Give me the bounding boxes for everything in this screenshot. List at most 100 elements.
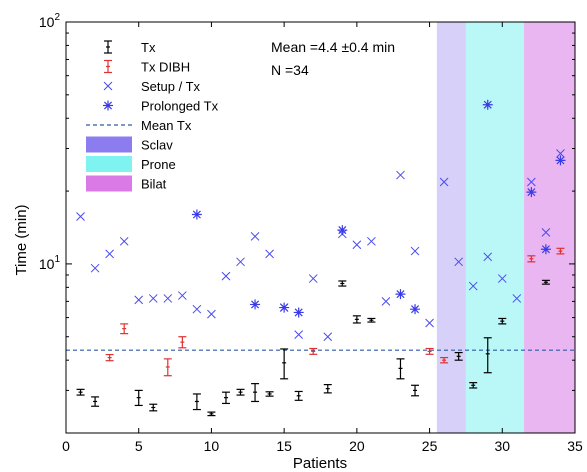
tx-point bbox=[411, 384, 420, 397]
region-bilat bbox=[524, 22, 575, 433]
setup-tx-point bbox=[192, 304, 202, 314]
prolonged-tx-point bbox=[279, 302, 290, 313]
setup-tx-point bbox=[163, 294, 173, 303]
prolonged-tx-point bbox=[337, 225, 348, 236]
setup-tx-point bbox=[221, 271, 231, 281]
legend-label: Setup / Tx bbox=[141, 79, 201, 94]
prolonged-tx-point bbox=[410, 304, 421, 315]
tx-point bbox=[76, 388, 85, 396]
setup-tx-point bbox=[308, 274, 318, 283]
tx-point bbox=[280, 348, 289, 380]
prolonged-tx-point bbox=[526, 187, 537, 198]
x-tick-label: 35 bbox=[567, 438, 583, 454]
tx-point bbox=[149, 403, 158, 412]
legend: Tx Tx DIBH Setup / Tx Prolonged Tx Mean Tx Sc… bbox=[86, 40, 219, 192]
x-tick-label: 10 bbox=[204, 438, 220, 454]
tx-point bbox=[207, 411, 216, 417]
legend-label: Tx DIBH bbox=[141, 60, 190, 75]
setup-tx-point bbox=[468, 281, 478, 291]
tx-point bbox=[236, 388, 245, 396]
legend-item-setup-tx: Setup / Tx bbox=[103, 79, 201, 94]
setup-tx-point bbox=[323, 332, 333, 342]
legend-label: Sclav bbox=[141, 138, 173, 153]
prolonged-tx-point bbox=[540, 244, 551, 255]
setup-tx-point bbox=[105, 249, 114, 259]
legend-item-prolonged-tx: Prolonged Tx bbox=[103, 99, 219, 114]
setup-tx-point bbox=[541, 228, 551, 237]
setup-tx-point bbox=[425, 318, 434, 328]
y-tick-label: 102 bbox=[39, 12, 61, 30]
tx-point bbox=[265, 391, 274, 397]
setup-tx-point bbox=[381, 297, 391, 306]
legend-label: Prolonged Tx bbox=[141, 99, 219, 114]
tx-dibh-point bbox=[309, 347, 318, 355]
tx-dibh-point bbox=[527, 255, 536, 263]
legend-label: Mean Tx bbox=[141, 118, 192, 133]
x-tick-label: 30 bbox=[494, 438, 510, 454]
x-tick-label: 0 bbox=[62, 438, 70, 454]
tx-point bbox=[498, 317, 507, 325]
legend-item-tx: Tx bbox=[104, 40, 156, 55]
setup-tx-point bbox=[512, 294, 522, 303]
y-axis-title: Time (min) bbox=[13, 204, 30, 275]
tx-dibh-point bbox=[556, 247, 565, 255]
prolonged-tx-point bbox=[555, 155, 566, 166]
x-tick-label: 15 bbox=[276, 438, 292, 454]
setup-tx-point bbox=[454, 257, 464, 267]
tx-dibh-point bbox=[120, 323, 129, 335]
setup-tx-point bbox=[119, 236, 129, 246]
setup-tx-point bbox=[396, 170, 405, 180]
region-prone bbox=[465, 22, 525, 433]
x-axis-title: Patients bbox=[293, 455, 347, 472]
tx-point bbox=[192, 393, 201, 411]
tx-dibh-point bbox=[425, 347, 434, 355]
setup-tx-point bbox=[439, 177, 449, 187]
tx-point bbox=[367, 317, 376, 323]
setup-tx-point bbox=[134, 295, 144, 305]
prolonged-tx-point bbox=[293, 307, 304, 318]
region-shading bbox=[436, 22, 575, 433]
legend-label: Prone bbox=[141, 157, 176, 172]
tx-point bbox=[396, 358, 405, 380]
tx-point bbox=[134, 389, 143, 407]
legend-label: Tx bbox=[141, 40, 156, 55]
prolonged-tx-point bbox=[191, 209, 202, 220]
tx-point bbox=[469, 382, 478, 389]
x-tick-label: 20 bbox=[349, 438, 365, 454]
legend-item-tx-dibh: Tx DIBH bbox=[104, 60, 190, 75]
legend-label: Bilat bbox=[141, 177, 167, 192]
plot-frame bbox=[65, 21, 576, 434]
prolonged-tx-point bbox=[250, 299, 261, 310]
setup-tx-point bbox=[556, 149, 565, 158]
x-tick-label: 25 bbox=[422, 438, 438, 454]
setup-tx-point bbox=[207, 309, 216, 319]
setup-tx-point bbox=[294, 330, 304, 340]
setup-tx-point bbox=[410, 246, 420, 256]
tx-point bbox=[91, 396, 100, 407]
setup-tx-point bbox=[367, 236, 376, 246]
tx-dibh-point bbox=[178, 336, 187, 349]
setup-tx-point bbox=[90, 263, 100, 273]
setup-tx-point bbox=[236, 257, 245, 267]
setup-tx-point bbox=[76, 212, 85, 221]
tx-point bbox=[338, 280, 347, 287]
setup-tx-point bbox=[148, 294, 158, 303]
setup-tx-point bbox=[527, 177, 536, 187]
legend-item-bilat: Bilat bbox=[86, 175, 167, 192]
setup-tx-point bbox=[483, 252, 493, 262]
y-tick-label: 101 bbox=[39, 254, 61, 272]
x-tick-label: 5 bbox=[135, 438, 143, 454]
prolonged-tx-point bbox=[482, 99, 493, 110]
tx-point bbox=[251, 383, 260, 403]
legend-item-mean-tx: Mean Tx bbox=[86, 118, 192, 133]
count-annotation: N =34 bbox=[271, 62, 309, 78]
tx-dibh-point bbox=[163, 358, 172, 377]
setup-tx-point bbox=[265, 249, 274, 259]
data-markers bbox=[76, 99, 566, 417]
tx-point bbox=[221, 391, 230, 405]
legend-item-prone: Prone bbox=[86, 156, 176, 172]
tx-point bbox=[294, 390, 303, 401]
tx-point bbox=[483, 337, 492, 374]
tx-point bbox=[541, 279, 550, 285]
